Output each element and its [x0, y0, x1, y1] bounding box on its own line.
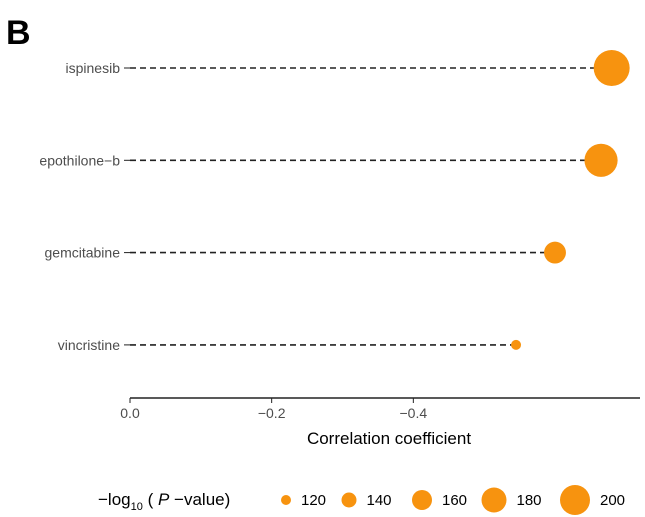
legend-label: 200	[600, 492, 625, 509]
legend-title-italic: P	[158, 490, 170, 509]
x-tick-label: 0.0	[120, 405, 140, 421]
legend-key	[341, 492, 357, 508]
panel-label: B	[6, 14, 31, 52]
x-tick-label: −0.2	[258, 405, 286, 421]
category-label: gemcitabine	[45, 245, 121, 261]
data-point	[584, 143, 618, 177]
category-labels: ispinesib epothilone−b gemcitabine vincrist…	[39, 60, 120, 353]
x-axis-title: Correlation coefficient	[307, 429, 471, 448]
legend-key	[481, 487, 507, 513]
points-layer	[511, 50, 630, 350]
stems-layer	[124, 67, 612, 346]
legend-title: −log10 ( P −value)	[98, 490, 230, 513]
legend-title-subscript: 10	[131, 501, 143, 513]
x-tick-label: −0.4	[400, 405, 428, 421]
legend-label: 140	[367, 492, 392, 509]
legend-label: 160	[442, 492, 467, 509]
category-label: ispinesib	[66, 60, 121, 76]
category-label: epothilone−b	[39, 152, 120, 168]
x-axis: 0.0 −0.2 −0.4	[120, 397, 640, 421]
legend-key	[560, 485, 590, 515]
legend-label: 180	[517, 492, 542, 509]
data-point	[593, 50, 630, 86]
size-legend: −log10 ( P −value) 120 140 160 180 200	[98, 485, 625, 515]
category-label: vincristine	[58, 337, 120, 353]
data-point	[511, 339, 522, 350]
legend-title-suffix: −value)	[169, 490, 230, 509]
legend-key	[281, 495, 291, 505]
legend-title-open: (	[143, 490, 158, 509]
legend-title-prefix: −log	[98, 490, 131, 509]
data-point	[544, 241, 566, 264]
legend-label: 120	[301, 492, 326, 509]
legend-key	[412, 490, 432, 510]
